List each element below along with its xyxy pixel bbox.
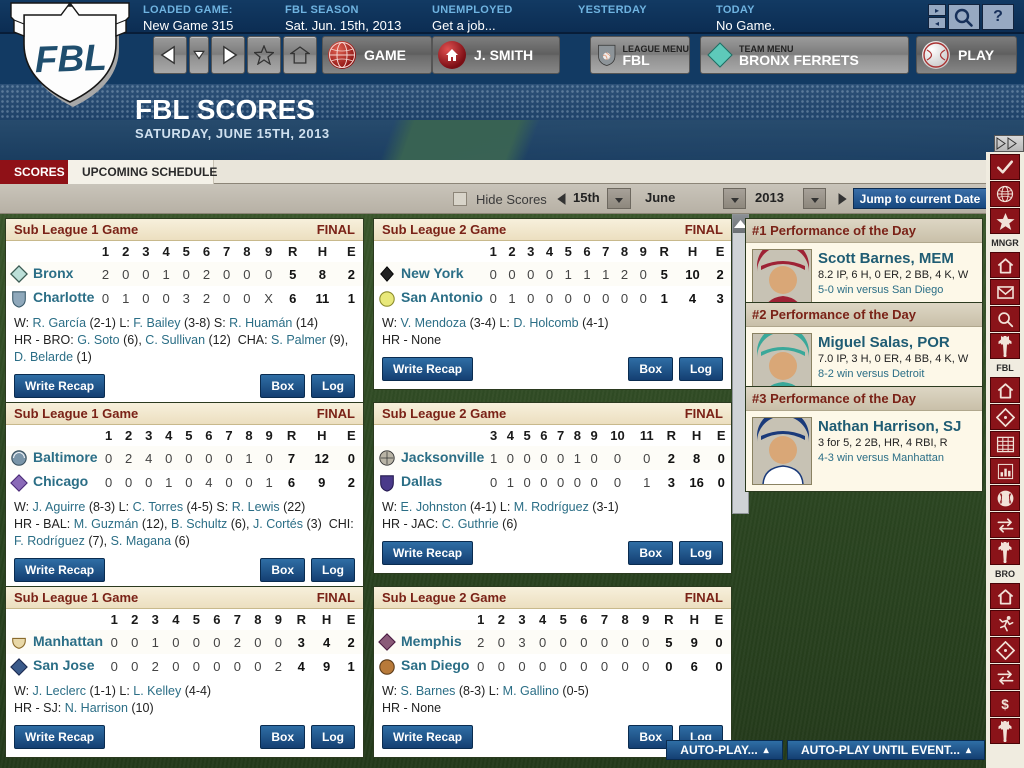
svg-text:FBL: FBL xyxy=(34,37,107,80)
svg-text:$: $ xyxy=(1001,697,1009,712)
svg-text:⚾: ⚾ xyxy=(602,52,612,61)
